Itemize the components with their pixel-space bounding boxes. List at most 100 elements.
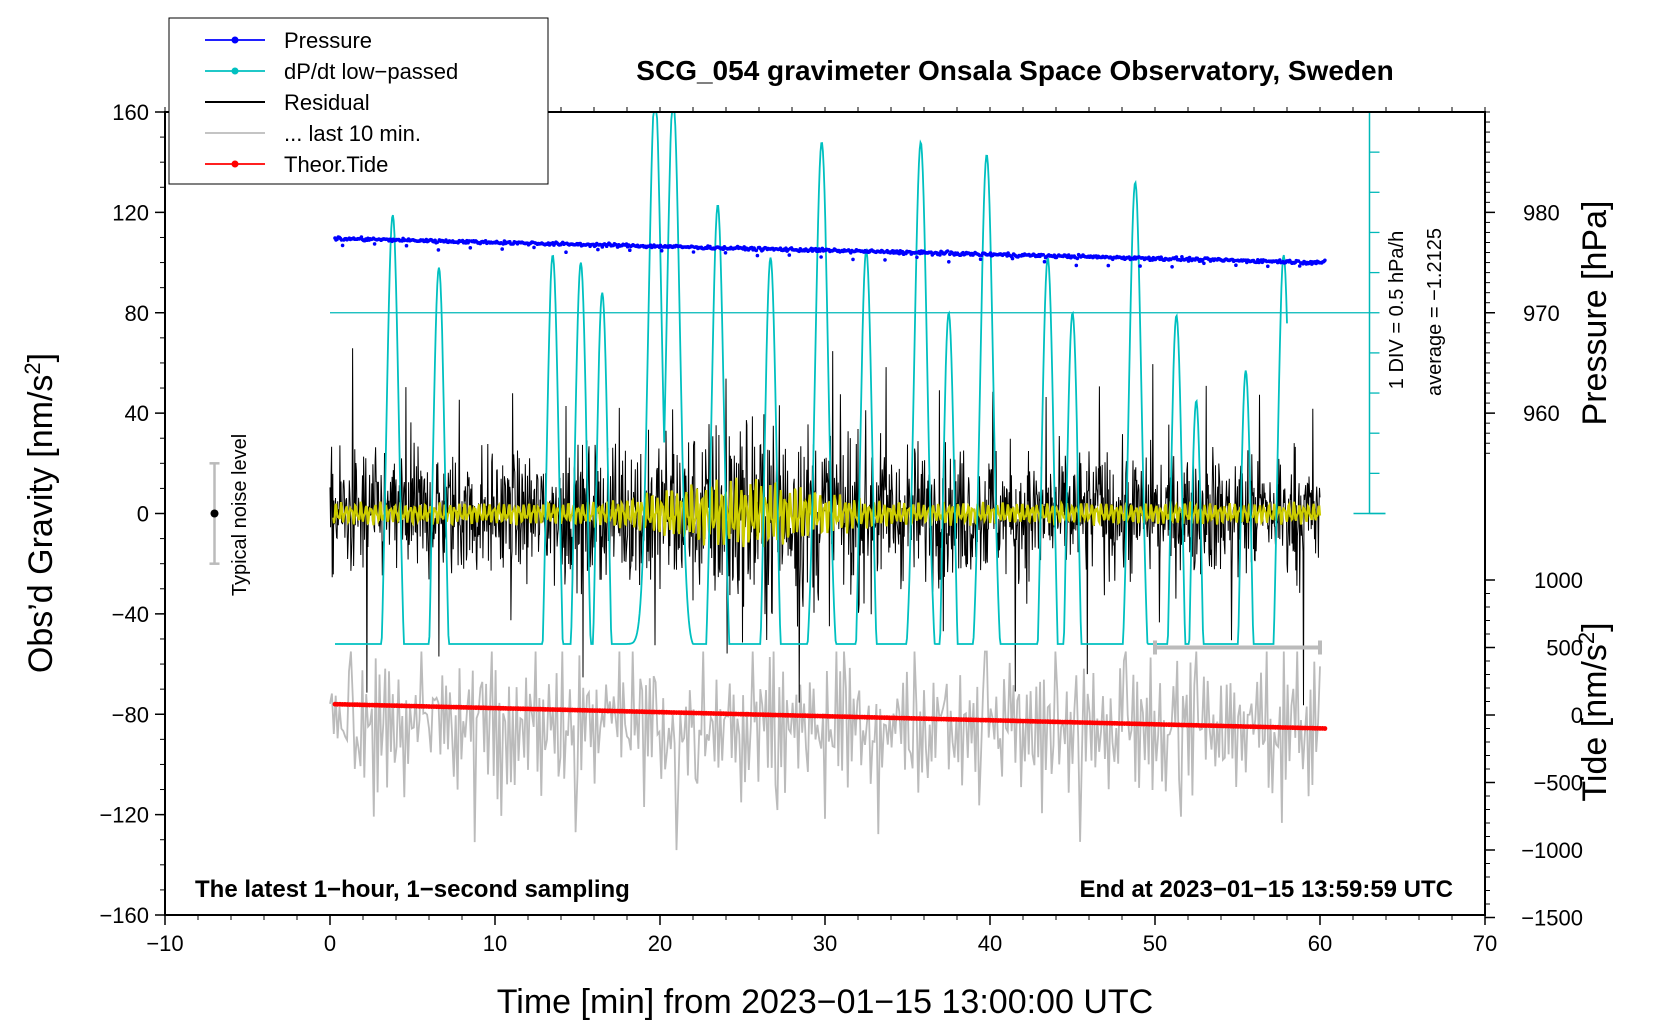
x-tick-label: 30 (813, 931, 837, 956)
pressure-point (754, 248, 759, 253)
legend-items: Pressure dP/dt low−passed Residual ... last… (205, 28, 458, 177)
tide-points (332, 701, 1328, 731)
sampling-note: The latest 1−hour, 1−second sampling (195, 876, 630, 903)
legend: Pressure dP/dt low−passed Residual ... last… (168, 17, 549, 185)
pressure-point (787, 253, 792, 257)
pressure-point (988, 251, 993, 255)
pressure-points (333, 235, 1327, 269)
x-tick-label: 0 (324, 931, 336, 956)
pressure-point (1041, 253, 1046, 257)
x-tick-label: 50 (1143, 931, 1167, 956)
pressure-point (945, 249, 950, 253)
pressure-point (1106, 263, 1111, 268)
y-axis-title-gravity-text: Obs’d Gravity [nm/s (22, 375, 60, 674)
y-tick-label: −120 (99, 803, 149, 828)
pressure-point (1297, 264, 1302, 268)
pressure-point (947, 260, 951, 264)
legend-label: dP/dt low−passed (284, 59, 458, 84)
tide-tick-label: −1000 (1521, 838, 1583, 863)
pressure-point (564, 250, 568, 254)
pressure-point (435, 240, 440, 244)
pressure-point (1202, 261, 1206, 266)
tide-tick-label: −1500 (1521, 906, 1583, 931)
pressure-point (1042, 259, 1047, 264)
chart-title: SCG_054 gravimeter Onsala Space Observat… (636, 55, 1393, 86)
pressure-point (883, 258, 887, 262)
pressure-point (723, 251, 728, 255)
pressure-point (818, 249, 822, 253)
y-axis-title-pressure: Pressure [hPa] (1576, 201, 1614, 426)
div-label: 1 DIV = 0.5 hPa/h (1386, 231, 1408, 389)
y-tick-label: 80 (125, 301, 149, 326)
y-tick-label: 0 (137, 502, 149, 527)
tide-tick-label: −500 (1533, 771, 1583, 796)
pressure-point (372, 242, 377, 246)
x-tick-label: 10 (483, 931, 507, 956)
y-axis-title-gravity-close: ] (22, 353, 60, 362)
y-axis-title-tide-text: Tide [nm/s (1576, 644, 1614, 801)
legend-label: Theor.Tide (284, 152, 388, 177)
end-time-note: End at 2023−01−15 13:59:59 UTC (1079, 876, 1453, 903)
pressure-point (596, 247, 600, 252)
y-tick-label: −40 (112, 602, 149, 627)
x-tick-label: 70 (1473, 931, 1497, 956)
y-axis-title-tide-close: ] (1576, 622, 1614, 631)
noise-bar-center (210, 509, 219, 518)
y-axis-title-tide-sup: 2 (1574, 632, 1599, 644)
pressure-point (500, 247, 505, 251)
pressure-tick-label: 960 (1523, 401, 1560, 426)
x-tick-label: 40 (978, 931, 1002, 956)
tide-tick-label: 1000 (1534, 568, 1583, 593)
tide-point (1322, 726, 1328, 731)
pressure-point (691, 250, 696, 254)
pressure-tick-label: 980 (1523, 200, 1560, 225)
legend-marker (231, 36, 239, 44)
pressure-point (938, 253, 942, 257)
y-axis-title-gravity: Obs’d Gravity [nm/s2] (20, 353, 61, 673)
pressure-tick-label: 970 (1523, 301, 1560, 326)
y-axis-title-gravity-sup: 2 (20, 362, 45, 374)
y-tick-label: 160 (112, 100, 149, 125)
pressure-point (1323, 258, 1327, 263)
noise-level-label: Typical noise level (229, 434, 251, 596)
legend-label: Pressure (284, 28, 372, 53)
pressure-point (819, 255, 823, 259)
filtered-residual-line (332, 477, 1322, 548)
legend-label: Residual (284, 90, 370, 115)
pressure-point (468, 246, 473, 250)
x-tick-label: −10 (146, 931, 183, 956)
pressure-point (628, 248, 632, 252)
y-tick-label: 40 (125, 401, 149, 426)
pressure-point (755, 253, 760, 258)
pressure-point (978, 257, 983, 262)
last-10-min-line (329, 650, 1321, 851)
plot-series (209, 111, 1386, 851)
legend-marker (231, 160, 239, 168)
pressure-point (1170, 265, 1174, 269)
legend-label: ... last 10 min. (284, 121, 421, 146)
dpdt-line (335, 111, 1288, 645)
tide-tick-label: 0 (1571, 703, 1583, 728)
pressure-point (1010, 256, 1015, 261)
pressure-point (851, 257, 855, 262)
axes: −10 0 10 20 30 40 50 60 70 160 120 80 40 0 −40 −80 −120 −… (99, 100, 1583, 956)
legend-marker (231, 67, 239, 75)
pressure-point (1266, 264, 1270, 269)
pressure-point (436, 248, 441, 252)
average-label: average = −1.2125 (1424, 228, 1446, 396)
y-tick-label: −80 (112, 702, 149, 727)
y-tick-label: −160 (99, 903, 149, 928)
pressure-point (1138, 264, 1142, 268)
pressure-point (915, 255, 919, 260)
pressure-point (659, 248, 664, 253)
pressure-point (1234, 263, 1238, 268)
y-axis-title-tide: Tide [nm/s2] (1574, 622, 1615, 801)
x-axis-title: Time [min] from 2023−01−15 13:00:00 UTC (497, 983, 1153, 1020)
tide-tick-label: 500 (1546, 636, 1583, 661)
x-tick-label: 60 (1308, 931, 1332, 956)
pressure-point (404, 243, 409, 248)
pressure-point (340, 243, 345, 248)
x-tick-label: 20 (648, 931, 672, 956)
pressure-point (532, 245, 536, 250)
